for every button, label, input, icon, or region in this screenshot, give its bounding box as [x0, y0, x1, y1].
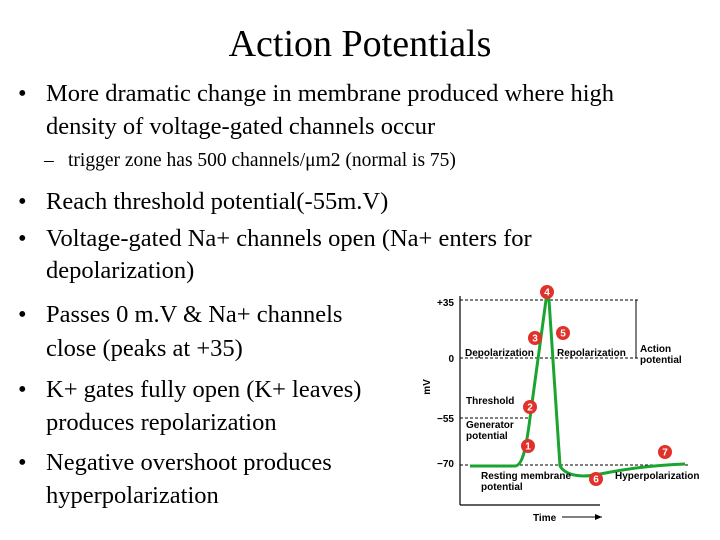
figure-label: Generator — [466, 420, 514, 431]
step-marker — [523, 400, 537, 414]
time-arrowhead — [595, 514, 602, 520]
bullet-text: Reach threshold potential(-55m.V) — [18, 188, 388, 216]
x-axis-label: Time — [533, 513, 557, 524]
figure-label: Action — [640, 344, 671, 355]
figure-label: potential — [640, 355, 682, 366]
step-number: 3 — [532, 334, 538, 345]
figure-label: Depolarization — [465, 348, 534, 359]
figure-label: Resting membrane — [481, 471, 571, 482]
figure-label: Hyperpolarization — [615, 471, 699, 482]
bullet-text: produces repolarization — [46, 409, 277, 436]
level-label: −70 — [437, 459, 454, 470]
bullet-text: Voltage-gated Na+ channels open (Na+ ent… — [18, 225, 532, 253]
step-number: 2 — [527, 403, 533, 414]
figure-label: Repolarization — [557, 348, 626, 359]
figure-label: potential — [466, 431, 508, 442]
step-number: 7 — [662, 448, 668, 459]
step-number: 6 — [593, 475, 599, 486]
bullet-text: depolarization) — [46, 257, 195, 284]
level-label: 0 — [448, 354, 454, 365]
bullet-text: density of voltage-gated channels occur — [46, 113, 436, 140]
step-number: 5 — [560, 329, 566, 340]
step-marker — [521, 439, 535, 453]
bullet-text: Passes 0 m.V & Na+ channels — [18, 301, 342, 329]
step-marker — [540, 285, 554, 299]
y-axis-label: mV — [422, 379, 433, 395]
step-number: 4 — [544, 288, 550, 299]
step-number: 1 — [525, 442, 531, 453]
bullet-text: K+ gates fully open (K+ leaves) — [18, 376, 361, 404]
figure-label: potential — [481, 482, 523, 493]
bullet-text: Negative overshoot produces — [18, 449, 332, 477]
figure-label: Threshold — [466, 396, 514, 407]
bullet-text: close (peaks at +35) — [46, 335, 243, 362]
action-potential-figure: mV Time +35 0 −55 −70 Depolarization Repolariza… — [412, 280, 699, 528]
step-marker — [589, 472, 603, 486]
slide-title: Action Potentials — [228, 23, 492, 65]
bullet-text: More dramatic change in membrane produce… — [18, 80, 614, 108]
bullet-text: hyperpolarization — [46, 482, 219, 509]
step-marker — [556, 326, 570, 340]
step-marker — [528, 331, 542, 345]
sub-bullet-text: trigger zone has 500 channels/μm2 (norma… — [44, 150, 456, 172]
level-label: −55 — [437, 414, 454, 425]
level-label: +35 — [437, 298, 454, 309]
membrane-potential-curve — [470, 298, 686, 478]
step-marker — [658, 445, 672, 459]
